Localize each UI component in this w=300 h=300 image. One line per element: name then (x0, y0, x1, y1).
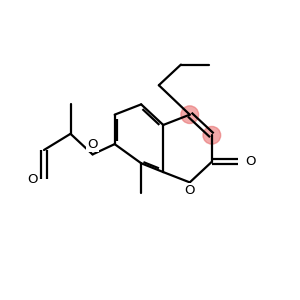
Text: O: O (27, 173, 38, 186)
Text: O: O (87, 138, 98, 151)
Circle shape (181, 106, 199, 124)
Circle shape (203, 126, 221, 144)
Text: O: O (184, 184, 195, 197)
Text: O: O (245, 155, 255, 168)
